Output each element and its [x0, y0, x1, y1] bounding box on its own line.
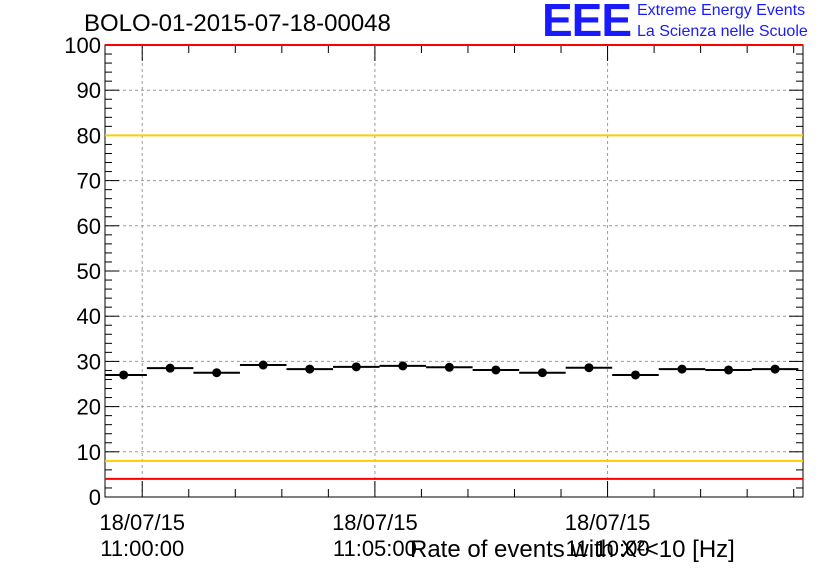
y-tick-label: 70 [77, 169, 101, 194]
y-tick-label: 10 [77, 440, 101, 465]
data-point [119, 370, 129, 380]
x-tick-label-date: 18/07/15 [565, 510, 651, 535]
data-point [351, 362, 361, 372]
x-tick-label-time: 11:10:00 [566, 536, 650, 561]
y-tick-label: 60 [77, 214, 101, 239]
y-tick-label: 30 [77, 349, 101, 374]
data-point [398, 361, 408, 371]
logo-line-1: Extreme Energy Events [637, 2, 806, 19]
data-point [444, 362, 454, 372]
x-tick-label-time: 11:05:00 [333, 536, 417, 561]
data-point [491, 365, 501, 375]
y-tick-label: 80 [77, 123, 101, 148]
data-point [305, 364, 315, 374]
data-point [724, 365, 734, 375]
data-point [584, 363, 594, 373]
logo-line-2: La Scienza nelle Scuole [637, 23, 808, 40]
logo-mark: EEE [542, 0, 632, 46]
data-point [677, 364, 687, 374]
x-axis-title: Rate of events with X²<10 [Hz] [410, 536, 735, 563]
y-tick-label: 20 [77, 395, 101, 420]
data-point [258, 360, 268, 370]
x-tick-label-date: 18/07/15 [332, 510, 418, 535]
data-point [212, 368, 222, 378]
data-point [537, 368, 547, 378]
data-point [630, 370, 640, 380]
data-point [165, 363, 175, 373]
y-tick-label: 0 [89, 485, 101, 510]
y-tick-label: 90 [77, 78, 101, 103]
x-tick-label-time: 11:00:00 [100, 536, 184, 561]
x-tick-label-date: 18/07/15 [99, 510, 185, 535]
chart-title: BOLO-01-2015-07-18-00048 [84, 10, 391, 37]
eee-logo: EEE Extreme Energy Events La Scienza nel… [542, 0, 832, 44]
y-tick-label: 50 [77, 259, 101, 284]
y-tick-label: 100 [64, 33, 101, 58]
data-point [770, 364, 780, 374]
y-tick-label: 40 [77, 304, 101, 329]
